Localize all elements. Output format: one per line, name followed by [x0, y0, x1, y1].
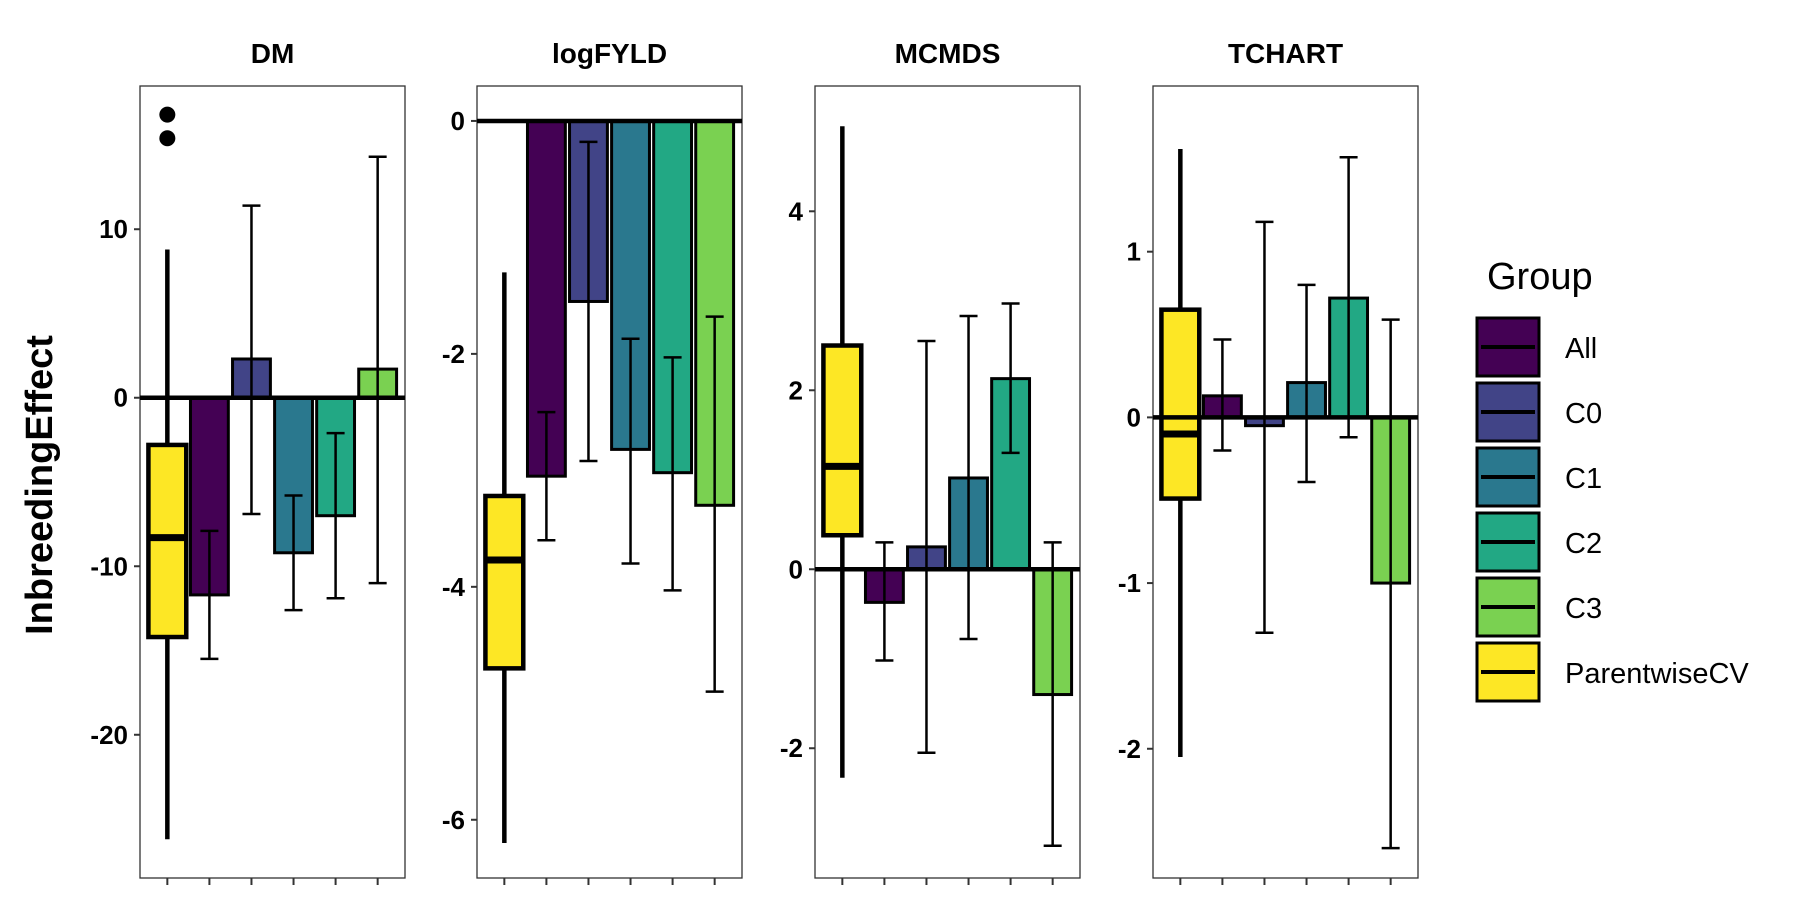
- y-tick-label: -2: [1118, 734, 1141, 764]
- y-tick-label: 0: [1127, 402, 1141, 432]
- plot-area: [140, 106, 405, 840]
- legend-item-C0: C0: [1475, 381, 1602, 443]
- y-tick-label: 0: [451, 106, 465, 136]
- y-tick-label: -20: [90, 720, 128, 750]
- legend-item-C1: C1: [1475, 446, 1602, 508]
- legend-label: C3: [1565, 593, 1602, 625]
- y-tick-label: -10: [90, 551, 128, 581]
- y-tick-label: -4: [442, 572, 466, 602]
- y-tick-label: 1: [1127, 237, 1141, 267]
- legend-label: ParentwiseCV: [1565, 658, 1749, 690]
- legend-label: C1: [1565, 463, 1602, 495]
- plot-area: [477, 118, 742, 844]
- y-axis-title: InbreedingEffect: [19, 335, 61, 635]
- facets-layer: DM100-10-20logFYLD0-2-4-6MCMDS420-2TCHAR…: [90, 38, 1419, 885]
- y-tick-label: -6: [442, 805, 465, 835]
- legend-label: C2: [1565, 528, 1602, 560]
- y-tick-label: 2: [789, 375, 803, 405]
- legend-item-ParentwiseCV: ParentwiseCV: [1475, 641, 1749, 703]
- y-tick-label: 10: [99, 214, 128, 244]
- legend-label: All: [1565, 333, 1597, 365]
- facet-title: MCMDS: [895, 38, 1001, 69]
- boxplot-outlier: [159, 130, 176, 147]
- facet-TCHART: TCHART 1 0 -1 -2: [1118, 38, 1419, 885]
- boxplot-outlier: [159, 106, 176, 123]
- boxplot-box: [483, 493, 526, 671]
- y-tick-label: 0: [114, 383, 128, 413]
- boxplot-box: [821, 343, 864, 538]
- y-tick-label: 0: [789, 554, 803, 584]
- legend: Group All C0 C1 C2 C3 ParentwiseCV: [1475, 256, 1749, 703]
- facet-title: DM: [251, 38, 295, 69]
- y-tick-label: -1: [1118, 568, 1141, 598]
- facet-DM: DM 10 0 -10 -20: [90, 38, 406, 885]
- legend-item-C2: C2: [1475, 511, 1602, 573]
- legend-title: Group: [1487, 256, 1593, 298]
- y-tick-label: -2: [780, 733, 803, 763]
- plot-area: [1153, 148, 1418, 850]
- facet-title: TCHART: [1228, 38, 1343, 69]
- facet-title: logFYLD: [552, 38, 667, 69]
- legend-item-C3: C3: [1475, 576, 1602, 638]
- legend-item-All: All: [1475, 316, 1597, 378]
- facet-MCMDS: MCMDS 4 2 0 -2: [780, 38, 1081, 885]
- plot-area: [815, 126, 1080, 848]
- legend-label: C0: [1565, 398, 1602, 430]
- boxplot-box: [1159, 307, 1202, 501]
- y-tick-label: -2: [442, 339, 465, 369]
- y-tick-label: 4: [789, 196, 804, 226]
- facet-logFYLD: logFYLD 0 -2 -4 -6: [442, 38, 743, 885]
